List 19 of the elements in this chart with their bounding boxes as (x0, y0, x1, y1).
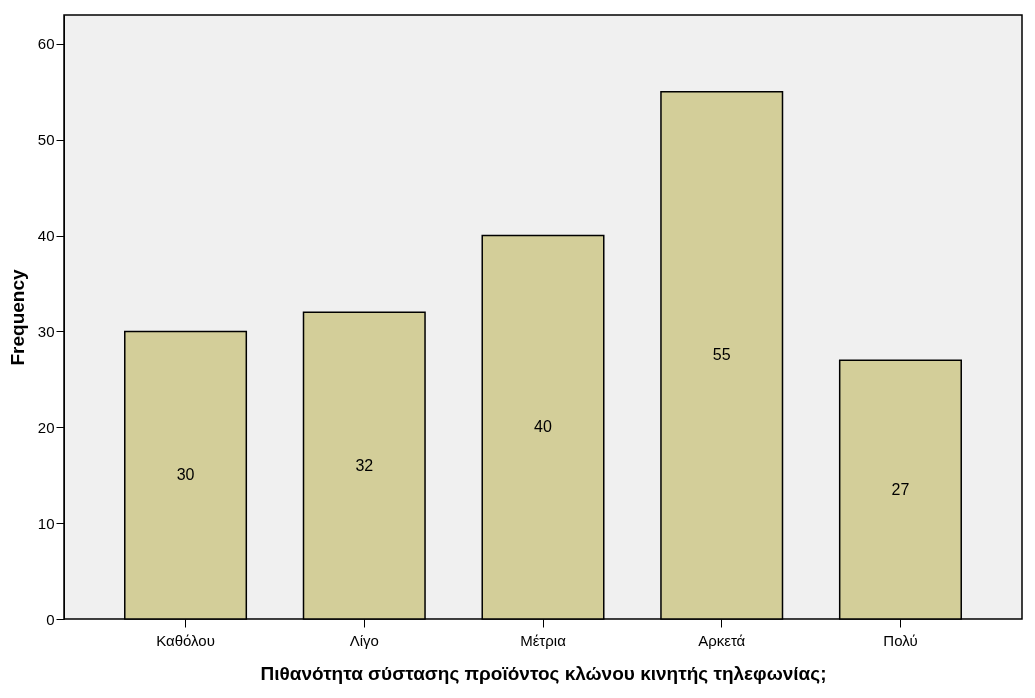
y-tick-label: 50 (37, 131, 55, 149)
y-axis-title: Frequency (6, 269, 28, 366)
data-label: 27 (891, 480, 910, 498)
y-tick-label: 0 (46, 610, 55, 628)
data-label: 40 (534, 418, 552, 436)
x-tick-label: Πολύ (883, 631, 918, 649)
x-tick-label: Καθόλου (156, 631, 215, 649)
y-tick-label: 30 (37, 322, 55, 340)
x-axis-title: Πιθανότητα σύστασης προϊόντος κλώνου κινητής τηλεφωνίας; (260, 662, 827, 684)
y-tick-label: 60 (37, 35, 55, 53)
x-tick-label: Λίγο (349, 631, 379, 649)
x-tick-label: Αρκετά (698, 631, 746, 649)
x-tick-label: Μέτρια (520, 631, 567, 649)
y-tick-label: 10 (37, 514, 55, 532)
data-label: 55 (712, 346, 731, 364)
data-label: 30 (176, 466, 195, 484)
data-label: 32 (355, 456, 374, 474)
y-tick-label: 40 (37, 227, 55, 245)
y-tick-label: 20 (37, 418, 55, 436)
